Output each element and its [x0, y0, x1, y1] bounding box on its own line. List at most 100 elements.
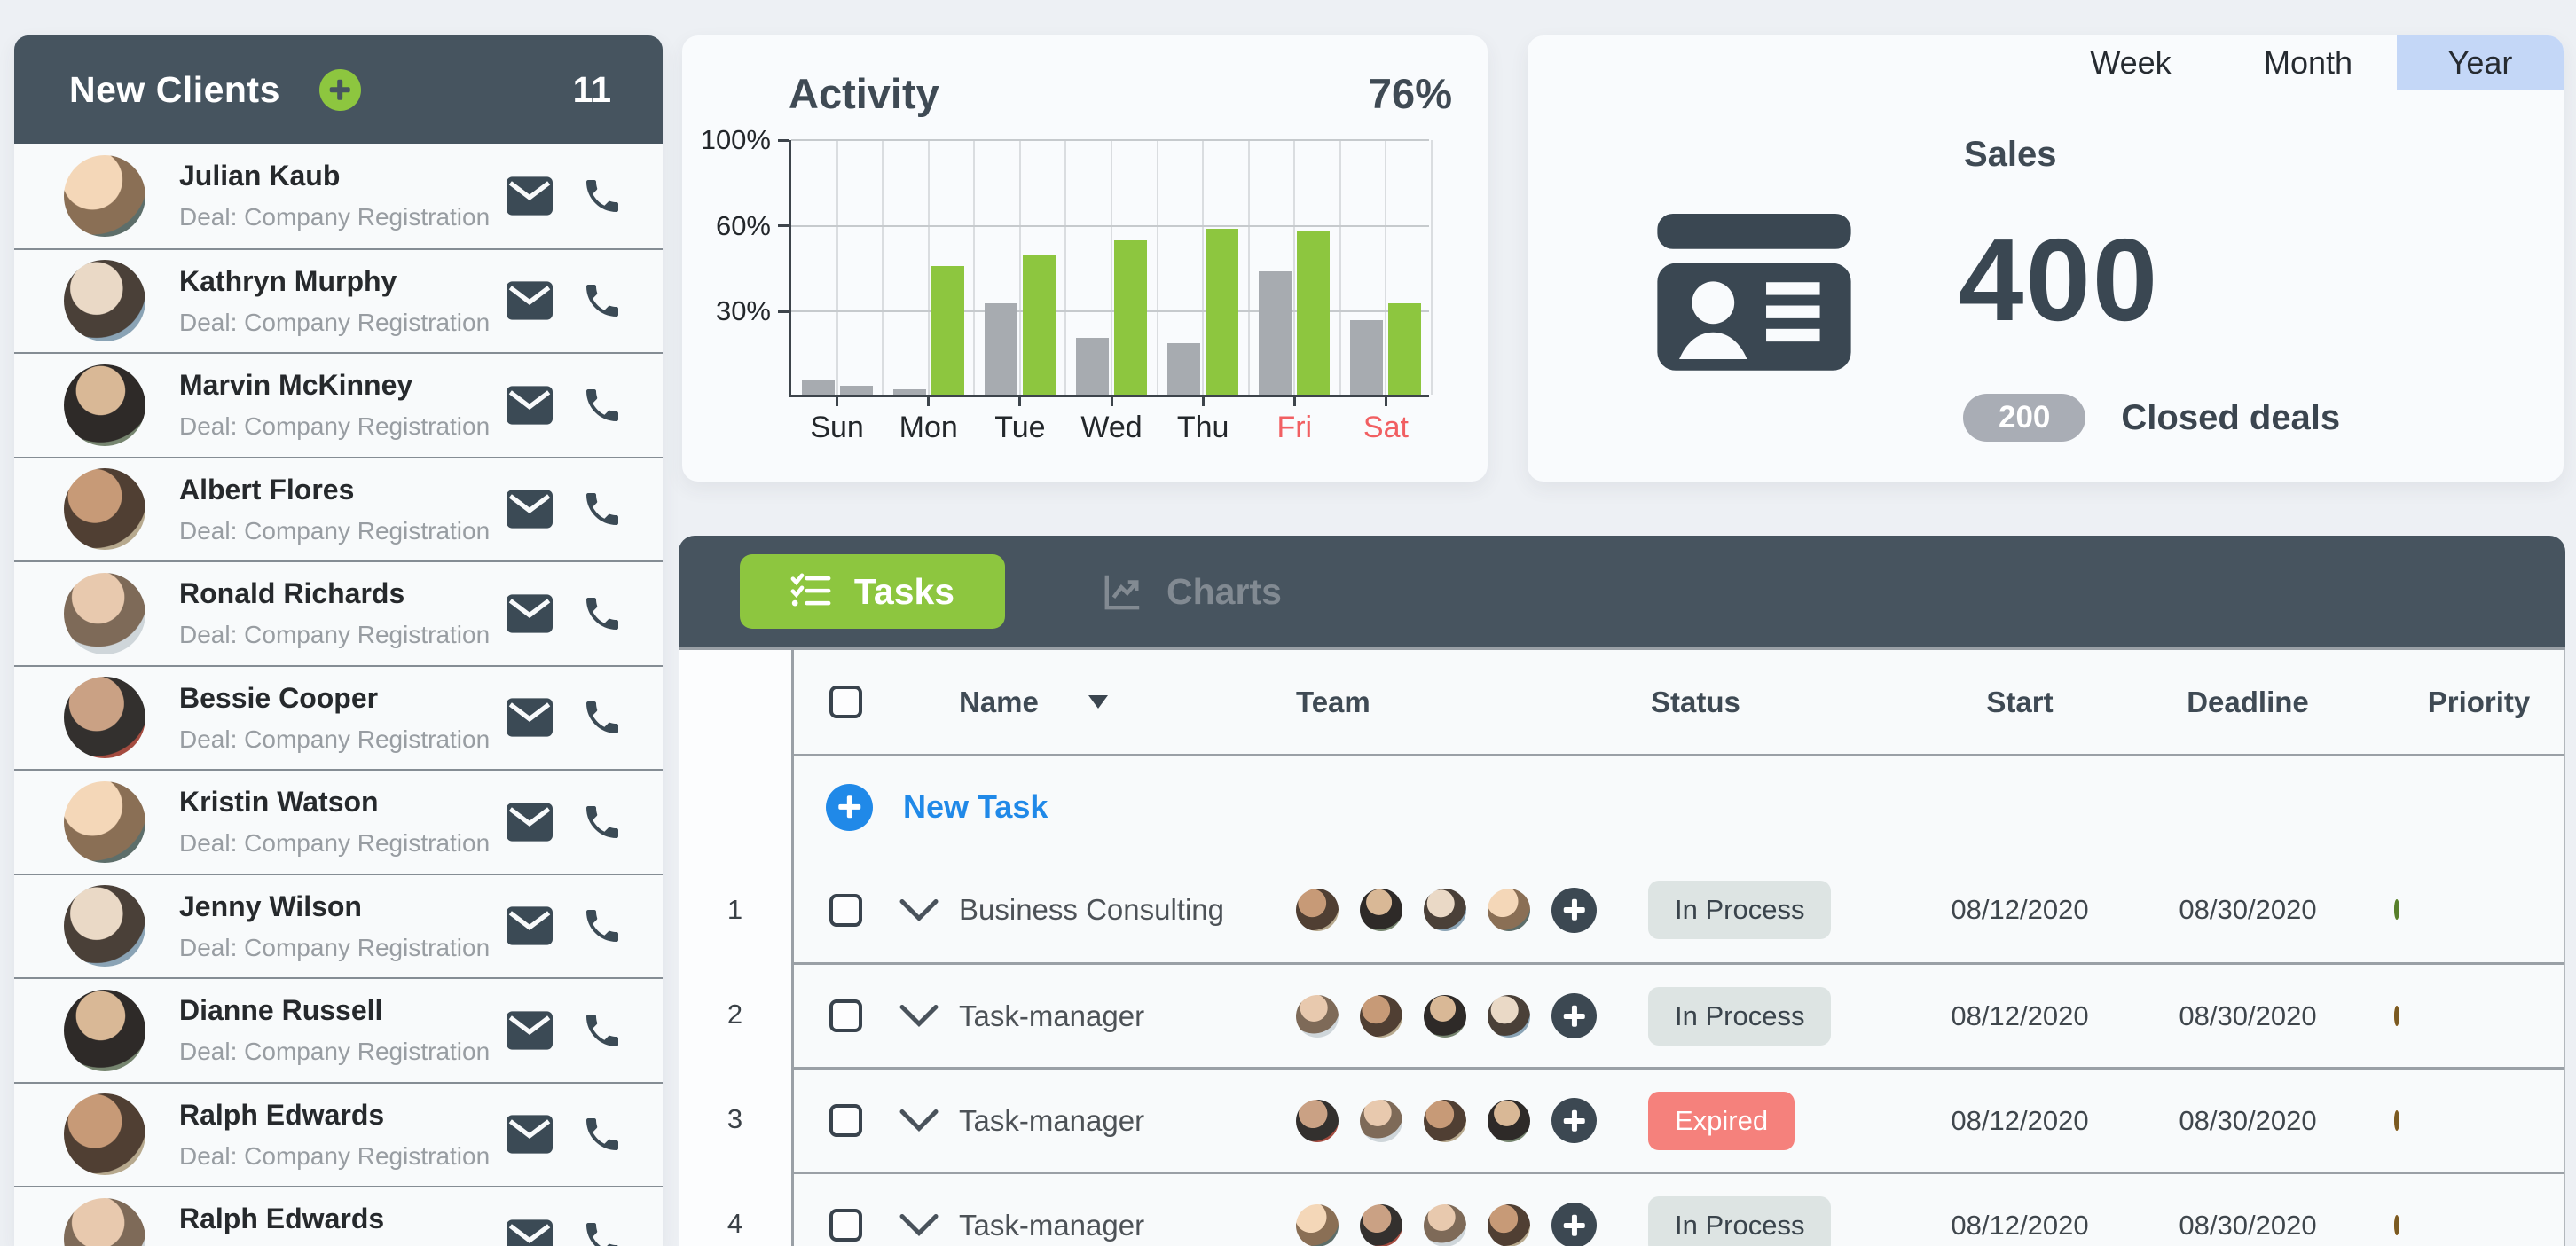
client-list-item[interactable]: Bessie Cooper Deal: Company Registration: [14, 664, 663, 769]
team-member-avatar: [1360, 1099, 1402, 1142]
client-list-item[interactable]: Ralph Edwards Deal: Company Registration: [14, 1081, 663, 1186]
chevron-down-icon[interactable]: [899, 1004, 939, 1028]
client-list-item[interactable]: Jenny Wilson Deal: Company Registration: [14, 873, 663, 977]
client-avatar: [64, 572, 145, 654]
client-list-item[interactable]: Ronald Richards Deal: Company Registrati…: [14, 560, 663, 665]
bar-primary: [1022, 255, 1056, 395]
activity-title: Activity: [789, 70, 939, 117]
team-avatars: [1296, 993, 1645, 1038]
add-member-button[interactable]: [1551, 1098, 1597, 1143]
task-name: Task-manager: [959, 999, 1145, 1032]
clients-count: 11: [572, 68, 611, 110]
status-badge: In Process: [1648, 1195, 1832, 1246]
client-deal: Deal: Company Registration: [179, 308, 491, 336]
task-row: Task-manager In Process 08/12/2020 08/30…: [794, 962, 2564, 1067]
sales-value: 400: [1959, 215, 2160, 345]
sort-caret-icon[interactable]: [1088, 695, 1108, 709]
task-row: Task-manager Expired 08/12/2020 08/30/20…: [794, 1067, 2564, 1172]
client-name: Julian Kaub: [179, 160, 341, 192]
client-list-item[interactable]: Julian Kaub Deal: Company Registration: [14, 144, 663, 248]
x-axis-label: Fri: [1276, 411, 1313, 444]
client-deal: Deal: Company Registration: [179, 516, 491, 545]
client-list-item[interactable]: Ralph Edwards Deal: Company Registration: [14, 1186, 663, 1246]
y-axis-label: 100%: [700, 124, 771, 155]
phone-icon[interactable]: [579, 801, 625, 843]
activity-card: Activity 76% 30% 60% 100% Sun Mon Tue Wed Thu Fr…: [682, 35, 1488, 482]
phone-icon[interactable]: [579, 175, 625, 217]
deadline-date: 08/30/2020: [2179, 999, 2317, 1031]
x-axis-label: Tue: [994, 411, 1046, 444]
phone-icon[interactable]: [579, 384, 625, 427]
priority-dot: [2394, 899, 2399, 920]
phone-icon[interactable]: [579, 696, 625, 739]
add-member-button[interactable]: [1551, 993, 1597, 1038]
email-icon[interactable]: [507, 175, 553, 217]
phone-icon[interactable]: [579, 488, 625, 530]
x-axis-label: Thu: [1176, 411, 1229, 444]
sales-tab-week[interactable]: Week: [2090, 44, 2172, 81]
row-checkbox[interactable]: [829, 1209, 862, 1242]
bar-primary: [839, 386, 873, 395]
add-client-button[interactable]: [318, 68, 361, 111]
column-name: Name: [959, 685, 1039, 718]
email-icon[interactable]: [507, 696, 553, 739]
client-list-item[interactable]: Albert Flores Deal: Company Registration: [14, 456, 663, 560]
select-all-checkbox[interactable]: [829, 686, 862, 718]
email-icon[interactable]: [507, 488, 553, 530]
bar-secondary: [1076, 337, 1109, 395]
chevron-down-icon[interactable]: [899, 898, 939, 922]
sales-tab-month[interactable]: Month: [2263, 44, 2353, 81]
client-avatar: [64, 780, 145, 863]
phone-icon[interactable]: [579, 1009, 625, 1052]
client-list-item[interactable]: Kathryn Murphy Deal: Company Registratio…: [14, 247, 663, 352]
sales-label: Sales: [1964, 135, 2057, 174]
client-name: Ronald Richards: [179, 577, 405, 610]
email-icon[interactable]: [507, 279, 553, 322]
checklist-icon: [790, 573, 831, 607]
email-icon[interactable]: [507, 592, 553, 635]
email-icon[interactable]: [507, 384, 553, 427]
new-task-button[interactable]: New Task: [794, 783, 2564, 831]
client-list-item[interactable]: Dianne Russell Deal: Company Registratio…: [14, 977, 663, 1082]
client-list-item[interactable]: Kristin Watson Deal: Company Registratio…: [14, 769, 663, 874]
team-member-avatar: [1360, 889, 1402, 931]
chevron-down-icon[interactable]: [899, 1109, 939, 1132]
phone-icon[interactable]: [579, 905, 625, 947]
team-member-avatar: [1424, 1099, 1466, 1142]
chevron-down-icon[interactable]: [899, 1213, 939, 1237]
tab-tasks[interactable]: Tasks: [740, 554, 1005, 629]
phone-icon[interactable]: [579, 279, 625, 322]
status-badge: In Process: [1648, 881, 1832, 939]
email-icon[interactable]: [507, 1218, 553, 1246]
client-deal: Deal: Company Registration: [179, 621, 491, 649]
activity-percentage: 76%: [1368, 70, 1452, 117]
email-icon[interactable]: [507, 1009, 553, 1052]
client-name: Albert Flores: [179, 473, 355, 505]
contact-card-icon: [1652, 207, 1857, 375]
row-number: 1: [726, 894, 743, 925]
phone-icon[interactable]: [579, 1113, 625, 1156]
table-header-row: Name Team Status Start Deadline Priority: [794, 650, 2564, 754]
team-member-avatar: [1488, 1203, 1530, 1246]
row-checkbox[interactable]: [829, 999, 862, 1032]
tab-charts[interactable]: Charts: [1103, 571, 1282, 613]
client-deal: Deal: Company Registration: [179, 725, 491, 753]
client-list-item[interactable]: Marvin McKinney Deal: Company Registrati…: [14, 352, 663, 457]
new-clients-header: New Clients 11: [14, 35, 663, 144]
row-checkbox[interactable]: [829, 893, 862, 927]
phone-icon[interactable]: [579, 592, 625, 635]
client-avatar: [64, 260, 145, 342]
add-member-button[interactable]: [1551, 1203, 1597, 1246]
email-icon[interactable]: [507, 1113, 553, 1156]
email-icon[interactable]: [507, 905, 553, 947]
email-icon[interactable]: [507, 801, 553, 843]
client-avatar: [64, 677, 145, 759]
team-member-avatar: [1360, 1203, 1402, 1246]
row-checkbox[interactable]: [829, 1104, 862, 1137]
sales-tab-year[interactable]: Year: [2397, 35, 2564, 90]
team-avatars: [1296, 887, 1645, 933]
x-axis-label: Wed: [1080, 411, 1143, 444]
phone-icon[interactable]: [579, 1218, 625, 1246]
add-member-button[interactable]: [1551, 887, 1597, 933]
team-member-avatar: [1488, 1099, 1530, 1142]
